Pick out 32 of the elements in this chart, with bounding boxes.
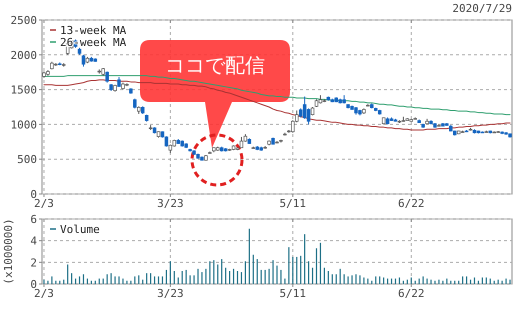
y-axis-title: (x1000000) (2, 218, 15, 285)
x-tick-label: 6/22 (398, 197, 425, 210)
y-tick-label: 500 (17, 153, 37, 166)
candlestick (298, 108, 302, 118)
candlestick (306, 108, 310, 125)
candlestick (133, 98, 137, 109)
legend-label: Volume (60, 223, 100, 236)
y-tick-label: 2000 (10, 48, 37, 62)
candlestick (117, 76, 121, 88)
legend-label: 13-week MA (60, 24, 127, 37)
legend: Volume (50, 223, 100, 236)
x-tick-label: 5/11 (280, 287, 306, 300)
line-series (43, 79, 511, 130)
x-tick-label: 3/23 (157, 287, 184, 300)
y-tick-label: 2 (30, 256, 37, 270)
y-tick-label: 0 (30, 188, 37, 201)
y-tick-label: 6 (30, 213, 37, 226)
y-tick-label: 1500 (10, 84, 37, 97)
x-tick-label: 2/3 (34, 197, 54, 210)
x-tick-label: 2/3 (34, 287, 54, 300)
y-tick-label: 1000 (10, 118, 37, 132)
line-series (43, 75, 511, 116)
x-tick-label: 3/23 (157, 197, 184, 210)
chart-subtitle: 2020/7/29 (452, 2, 512, 15)
x-tick-label: 5/11 (280, 197, 306, 210)
y-tick-label: 4 (30, 234, 38, 248)
annotation: ココで配信 (165, 53, 265, 77)
y-tick-label: 2500 (10, 14, 37, 27)
candlestick (82, 54, 86, 68)
candlestick (105, 71, 109, 84)
y-tick-label: 0 (30, 278, 37, 291)
x-tick-label: 6/22 (398, 287, 425, 300)
